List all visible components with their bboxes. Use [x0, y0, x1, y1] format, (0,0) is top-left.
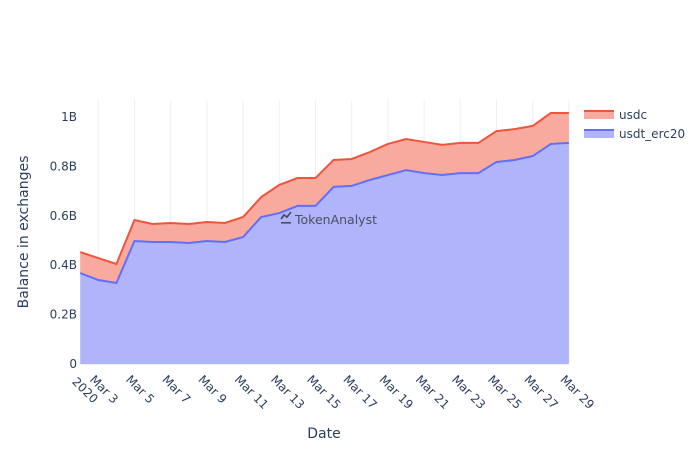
x-tick: Mar 9	[196, 372, 230, 406]
x-tick: Mar 7	[159, 372, 193, 406]
x-tick: Mar 11	[232, 372, 271, 411]
x-tick-label: Mar 29	[558, 372, 597, 411]
line-usdc	[79, 112, 569, 266]
x-tick-label: Mar 19	[377, 372, 416, 411]
x-tick-label: Mar 27	[521, 372, 560, 411]
tokenanalyst-logo-icon	[280, 211, 292, 224]
y-axis: 0 0.2B 0.4B 0.6B 0.8B 1B	[50, 110, 77, 371]
x-tick: Mar 15	[304, 372, 343, 411]
legend-swatch	[584, 110, 614, 119]
x-tick: Mar 25	[485, 372, 524, 411]
legend-item-usdc[interactable]: usdc	[584, 108, 647, 122]
x-tick: Mar 29	[558, 372, 597, 411]
x-tick: Mar 19	[377, 372, 416, 411]
x-tick-label: Mar 13	[268, 372, 307, 411]
plot-area[interactable]	[79, 112, 569, 365]
x-tick: Mar 17	[340, 372, 379, 411]
x-tick: Mar 21	[413, 372, 452, 411]
y-axis-title: Balance in exchanges	[16, 156, 32, 309]
x-tick: Mar 27	[521, 372, 560, 411]
line-usdt_erc20	[79, 141, 569, 285]
y-tick-label: 0.8B	[50, 159, 77, 173]
x-tick-label: Mar 21	[413, 372, 452, 411]
area-usdt_erc20[interactable]	[80, 142, 569, 364]
y-tick-label: 0	[69, 357, 77, 371]
legend[interactable]: usdc usdt_erc20	[584, 108, 685, 141]
x-tick-label: Mar 7	[159, 372, 193, 406]
legend-label: usdt_erc20	[619, 127, 685, 141]
watermark-text: TokenAnalyst	[294, 212, 377, 227]
legend-swatch	[584, 129, 614, 138]
x-tick: Mar 23	[449, 372, 488, 411]
x-tick-label: Mar 15	[304, 372, 343, 411]
y-tick-label: 0.6B	[50, 209, 77, 223]
x-tick-label: Mar 5	[123, 372, 157, 406]
y-tick-label: 0.2B	[50, 308, 77, 322]
x-tick-label: Mar 17	[340, 372, 379, 411]
y-tick-label: 1B	[61, 110, 77, 124]
x-tick: Mar 13	[268, 372, 307, 411]
legend-item-usdt_erc20[interactable]: usdt_erc20	[584, 127, 685, 141]
x-tick-label: Mar 23	[449, 372, 488, 411]
x-tick-label: Mar 11	[232, 372, 271, 411]
y-tick-label: 0.4B	[50, 258, 77, 272]
legend-label: usdc	[619, 108, 647, 122]
watermark: TokenAnalyst	[280, 211, 377, 227]
x-tick-label: Mar 9	[196, 372, 230, 406]
x-tick: Mar 5	[123, 372, 157, 406]
x-tick-label: Mar 25	[485, 372, 524, 411]
x-axis-title: Date	[307, 426, 340, 442]
